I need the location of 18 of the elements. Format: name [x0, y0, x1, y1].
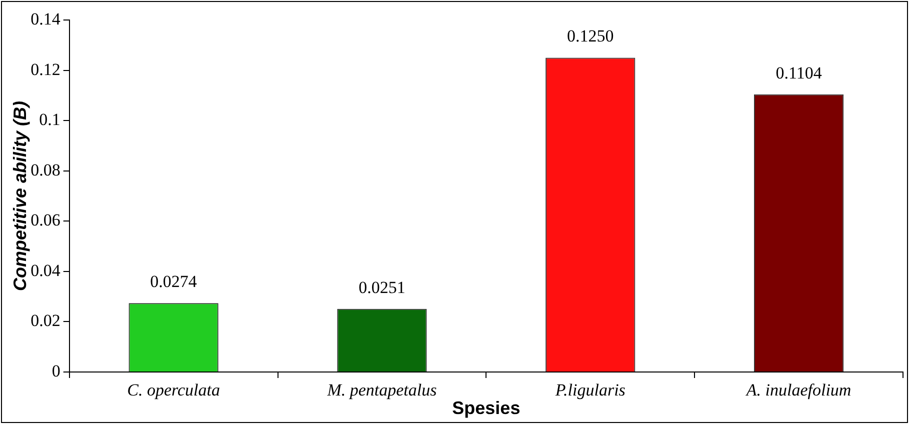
data-label: 0.0274 [150, 272, 198, 292]
x-tick-label: C. operculata [127, 380, 220, 400]
data-label: 0.0251 [358, 278, 406, 297]
y-tick-label: 0.06 [30, 210, 60, 230]
x-axis-title: Spesies [452, 398, 520, 418]
y-tick-label: 0.1 [39, 110, 60, 130]
x-tick-label: P.ligularis [554, 380, 626, 400]
y-axis-title: Competitive ability (B) [10, 100, 30, 292]
y-tick-label: 0.04 [30, 260, 61, 280]
y-tick-label: 0.02 [30, 311, 60, 330]
x-tick-label: M. pentapetalus [326, 380, 438, 400]
y-tick-label: 0.14 [30, 9, 61, 28]
x-tick-label: A. inulaefolium [745, 380, 852, 400]
y-tick-label: 0 [52, 361, 60, 380]
y-tick-label: 0.12 [30, 60, 60, 79]
data-label: 0.1104 [776, 63, 822, 82]
y-tick-label: 0.08 [30, 160, 60, 180]
data-label: 0.1250 [567, 26, 614, 46]
